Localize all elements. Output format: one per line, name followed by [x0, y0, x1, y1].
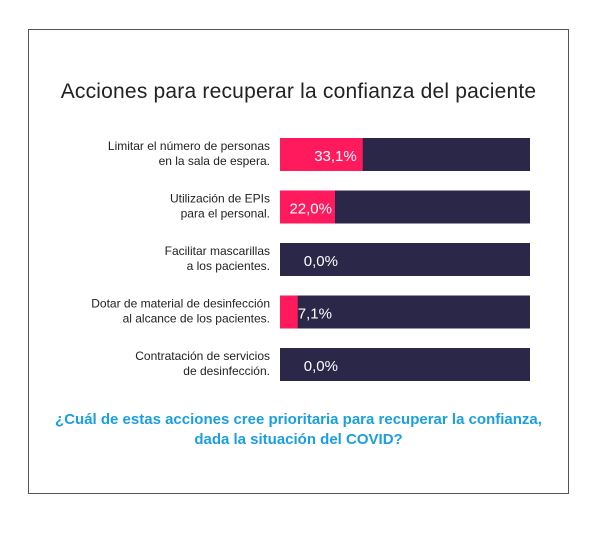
category-label: Limitar el número de personas en la sala … — [108, 139, 270, 168]
category-label: Contratación de servicios de desinfección… — [135, 349, 270, 378]
survey-question-line-2: dada la situación del COVID? — [194, 431, 403, 448]
chart-title: Acciones para recuperar la confianza del… — [60, 80, 537, 103]
survey-question-line-1: ¿Cuál de estas acciones cree prioritaria… — [55, 411, 542, 428]
data-label: 7,1% — [298, 306, 332, 323]
data-label: 33,1% — [314, 148, 357, 165]
bar-chart: Limitar el número de personas en la sala … — [91, 138, 530, 381]
category-label: Facilitar mascarillas a los pacientes. — [165, 244, 270, 273]
category-label: Dotar de material de desinfección al alca… — [91, 297, 270, 326]
data-label: 0,0% — [304, 253, 338, 270]
bar-track — [280, 243, 530, 276]
data-label: 0,0% — [304, 358, 338, 375]
chart-frame: Acciones para recuperar la confianza del… — [28, 29, 569, 494]
bar-track — [280, 295, 530, 329]
bar — [280, 138, 363, 171]
bar-track — [280, 348, 530, 381]
bar — [280, 190, 335, 224]
survey-question: ¿Cuál de estas acciones cree prioritaria… — [29, 410, 568, 450]
data-label: 22,0% — [289, 201, 332, 218]
bar — [280, 295, 298, 329]
category-label: Utilización de EPIs para el personal. — [170, 192, 270, 221]
